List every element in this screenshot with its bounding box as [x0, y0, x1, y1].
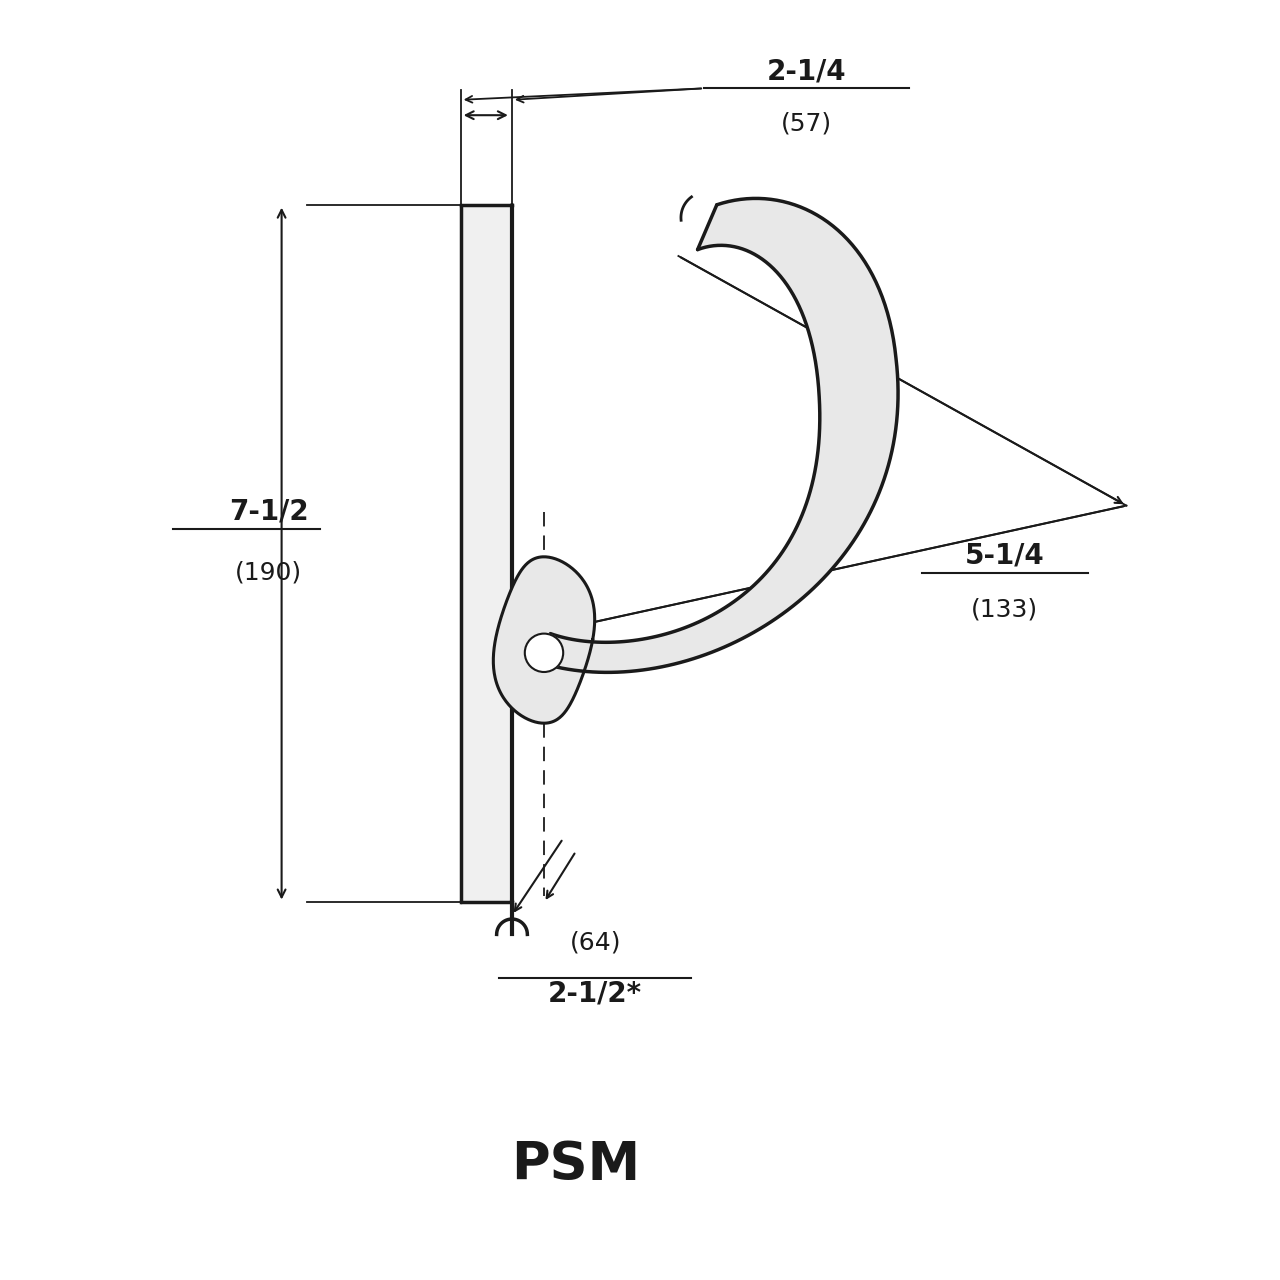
Polygon shape — [493, 557, 595, 723]
Text: (190): (190) — [236, 561, 302, 584]
Text: 7-1/2: 7-1/2 — [229, 498, 308, 525]
Circle shape — [525, 634, 563, 672]
Text: (57): (57) — [781, 111, 832, 136]
Text: 2-1/4: 2-1/4 — [767, 58, 846, 86]
Text: PSM: PSM — [512, 1139, 640, 1190]
Text: (64): (64) — [570, 931, 621, 955]
Text: 2-1/2*: 2-1/2* — [548, 979, 643, 1007]
Polygon shape — [550, 198, 899, 672]
Text: 5-1/4: 5-1/4 — [965, 541, 1044, 570]
Text: (133): (133) — [972, 598, 1038, 622]
Polygon shape — [461, 205, 512, 902]
